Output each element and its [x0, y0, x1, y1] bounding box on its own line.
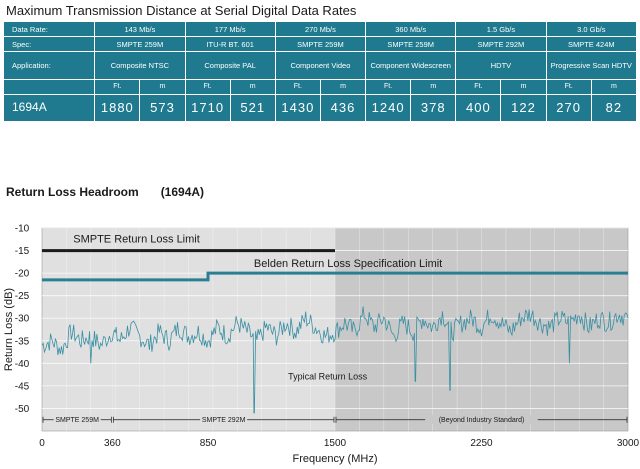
table-cell: 1.5 Gb/s	[455, 20, 547, 38]
distance-ft: 400	[455, 93, 502, 123]
chart-annotation: SMPTE Return Loss Limit	[73, 233, 200, 245]
series-line-belden-limit	[42, 271, 628, 282]
table-cell: 177 Mb/s	[184, 20, 276, 38]
chart-title-product: (1694A)	[160, 185, 205, 199]
table-row-data-rate: Data Rate: 143 Mb/s 177 Mb/s 270 Mb/s 36…	[2, 20, 638, 38]
region-label-bg	[53, 414, 101, 424]
region-label: SMPTE 292M	[202, 417, 246, 424]
table-cell: Composite NTSC	[94, 51, 186, 80]
table-cell: Component Widescreen	[365, 51, 457, 80]
table-cell: Progressive Scan HDTV	[545, 51, 638, 80]
x-tick-label: 360	[104, 438, 121, 449]
region-label-bg	[425, 414, 538, 424]
chart-title-main: Return Loss Headroom	[6, 185, 139, 199]
unit-m: m	[319, 78, 367, 95]
row-label: Data Rate:	[2, 20, 96, 38]
region-label-bg	[200, 414, 248, 424]
table-row-units: Ft. m Ft. m Ft. m Ft. m Ft. m Ft. m	[2, 78, 638, 95]
table-row-application: Application: Composite NTSC Composite PA…	[2, 51, 638, 80]
x-tick-label: 850	[200, 438, 217, 449]
unit-ft: Ft.	[365, 78, 412, 95]
distance-ft: 1430	[274, 93, 321, 123]
distance-m: 378	[410, 93, 457, 123]
distance-m: 436	[319, 93, 367, 123]
distance-ft: 270	[545, 93, 592, 123]
chart-annotation: Belden Return Loss Specification Limit	[254, 258, 442, 270]
x-tick-label: 0	[39, 438, 45, 449]
table-cell: 360 Mb/s	[365, 20, 457, 38]
product-label: 1694A	[2, 93, 96, 123]
distance-m: 521	[229, 93, 276, 123]
distance-m: 82	[590, 93, 638, 123]
x-tick-label: 1500	[324, 438, 347, 449]
unit-m: m	[139, 78, 186, 95]
unit-ft: Ft.	[545, 78, 592, 95]
y-tick-label: -40	[15, 359, 30, 370]
region-label: (Beyond Industry Standard)	[439, 417, 525, 424]
distance-ft: 1710	[184, 93, 231, 123]
unit-m: m	[500, 78, 547, 95]
unit-m: m	[410, 78, 457, 95]
unit-m: m	[590, 78, 638, 95]
y-tick-label: -25	[15, 291, 30, 302]
table-cell: ITU-R BT. 601	[184, 36, 276, 53]
unit-m: m	[229, 78, 276, 95]
region-shade-0	[42, 228, 113, 431]
y-axis-label: Return Loss (dB)	[3, 288, 15, 371]
y-tick-label: -35	[15, 336, 30, 347]
table-cell: Component Video	[274, 51, 367, 80]
y-tick-label: -15	[15, 246, 30, 257]
y-tick-label: -20	[15, 269, 30, 280]
row-label	[2, 78, 96, 95]
unit-ft: Ft.	[94, 78, 141, 95]
chart-annotation: Typical Return Loss	[288, 372, 368, 382]
table-cell: SMPTE 259M	[365, 36, 457, 53]
table-cell: 3.0 Gb/s	[545, 20, 638, 38]
x-axis-label: Frequency (MHz)	[293, 453, 378, 465]
unit-ft: Ft.	[274, 78, 321, 95]
distance-ft: 1240	[365, 93, 412, 123]
table-cell: SMPTE 259M	[274, 36, 367, 53]
table-cell: SMPTE 424M	[545, 36, 638, 53]
distance-table: Data Rate: 143 Mb/s 177 Mb/s 270 Mb/s 36…	[2, 20, 638, 123]
table-title: Maximum Transmission Distance at Serial …	[6, 3, 357, 18]
y-tick-label: -45	[15, 381, 30, 392]
unit-ft: Ft.	[455, 78, 502, 95]
table-cell: SMPTE 259M	[94, 36, 186, 53]
table-row-spec: Spec: SMPTE 259M ITU-R BT. 601 SMPTE 259…	[2, 36, 638, 53]
table-row-product: 1694A 1880 573 1710 521 1430 436 1240 37…	[2, 93, 638, 123]
y-tick-label: -50	[15, 404, 30, 415]
table-cell: Composite PAL	[184, 51, 276, 80]
chart-title: Return Loss Headroom (1694A)	[6, 185, 204, 199]
y-tick-label: -10	[15, 224, 30, 235]
distance-m: 573	[139, 93, 186, 123]
table-cell: 143 Mb/s	[94, 20, 186, 38]
unit-ft: Ft.	[184, 78, 231, 95]
y-tick-label: -30	[15, 314, 30, 325]
table-cell: SMPTE 292M	[455, 36, 547, 53]
row-label: Application:	[2, 51, 96, 80]
distance-m: 122	[500, 93, 547, 123]
row-label: Spec:	[2, 36, 96, 53]
table-cell: HDTV	[455, 51, 547, 80]
table-cell: 270 Mb/s	[274, 20, 367, 38]
x-tick-label: 3000	[617, 438, 640, 449]
x-tick-label: 2250	[470, 438, 493, 449]
return-loss-chart: -10 -15 -20 -25 -30 -35 -40 -45 -50 0 360 850 1500 22…	[3, 224, 640, 466]
distance-ft: 1880	[94, 93, 141, 123]
region-label: SMPTE 259M	[55, 417, 99, 424]
series-line-typical-return-loss	[41, 306, 629, 414]
